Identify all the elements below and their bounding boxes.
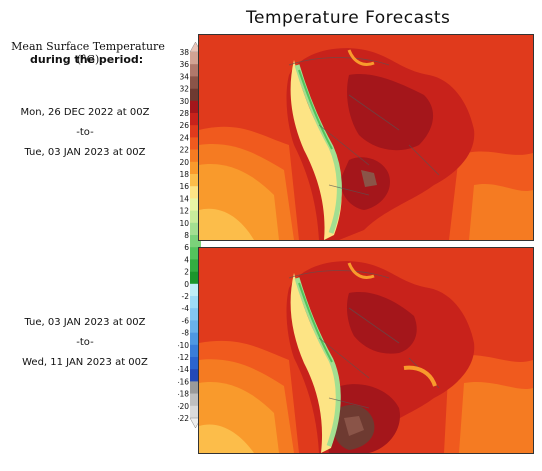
scale-tick-label: -2 [182, 292, 190, 301]
scale-tick-label: 28 [179, 109, 189, 118]
scale-tick-label: 0 [184, 280, 189, 289]
period-1-separator: -to- [76, 127, 94, 138]
scale-tick-label: -16 [178, 377, 189, 386]
scale-swatch [190, 100, 201, 114]
scale-tick-label: 20 [179, 158, 189, 167]
forecast-map-period-1 [198, 34, 534, 241]
scale-swatch [190, 174, 201, 187]
scale-tick-label: -10 [178, 341, 189, 350]
scale-tick-label: 24 [179, 133, 189, 142]
scale-swatch [190, 308, 201, 321]
scale-swatch [190, 405, 201, 419]
scale-swatch [190, 259, 201, 272]
scale-swatch [190, 198, 201, 211]
scale-tick-label: 8 [184, 231, 189, 240]
scale-swatch [190, 344, 201, 358]
legend-title: Mean Surface Temperature (°C) [11, 40, 165, 66]
scale-swatch [190, 222, 201, 236]
period-2-end: Wed, 11 JAN 2023 at 00Z [22, 357, 148, 368]
scale-swatch [190, 149, 201, 163]
scale-swatch [190, 357, 201, 370]
scale-tick-label: 26 [179, 121, 189, 130]
scale-tick-label: 22 [179, 146, 189, 155]
period-2-start: Tue, 03 JAN 2023 at 00Z [24, 317, 146, 328]
color-scale-legend: 38 36 34 32 30 28 26 24 22 20 18 16 14 12 10 8 6 4 2 0 -2 -4-… [177, 40, 202, 444]
page-title: Temperature Forecasts [246, 8, 451, 28]
scale-swatch [190, 161, 201, 175]
scale-swatch [190, 235, 201, 248]
scale-tick-label: 30 [179, 97, 189, 106]
scale-swatch [190, 137, 201, 150]
scale-tick-label: 6 [184, 243, 189, 252]
period-1-start: Mon, 26 DEC 2022 at 00Z [20, 107, 150, 118]
scale-swatch [190, 210, 201, 224]
scale-tick-label: 18 [179, 170, 189, 179]
scale-tick-label: -6 [182, 316, 190, 325]
scale-tick-label: 14 [179, 194, 189, 203]
scale-swatch [190, 125, 201, 138]
scale-tick-label: -22 [178, 414, 189, 423]
scale-tick-label: -4 [182, 304, 190, 313]
forecast-map-period-2 [198, 247, 534, 454]
scale-swatch [190, 393, 201, 407]
scale-tick-label: -14 [178, 365, 189, 374]
legend-subtitle: during the period: [30, 53, 144, 66]
scale-swatch [190, 271, 201, 285]
scale-swatch [190, 186, 201, 199]
scale-tick-label: 34 [179, 72, 189, 81]
scale-tick-label: 38 [179, 48, 189, 57]
scale-swatch [190, 369, 201, 382]
scale-tick-label: -8 [182, 329, 190, 338]
period-1-end: Tue, 03 JAN 2023 at 00Z [24, 147, 146, 158]
scale-swatch [190, 52, 201, 65]
scale-tick-label: -18 [178, 390, 189, 399]
scale-swatch [190, 381, 201, 394]
scale-swatch [190, 88, 201, 102]
period-2-separator: -to- [76, 337, 94, 348]
scale-tick-label: -12 [178, 353, 189, 362]
scale-swatch [190, 247, 201, 260]
scale-swatch [190, 283, 201, 297]
scale-swatch [190, 64, 201, 77]
scale-tick-label: 10 [179, 219, 189, 228]
scale-tick-label: 2 [184, 268, 189, 277]
scale-swatch [190, 296, 201, 309]
scale-swatch [190, 320, 201, 333]
scale-swatch [190, 332, 201, 346]
scale-tick-label: 36 [179, 60, 189, 69]
scale-tick-label: 4 [184, 255, 189, 264]
scale-swatch [190, 113, 201, 126]
scale-tick-label: 16 [179, 182, 189, 191]
scale-tick-label: -20 [178, 402, 189, 411]
scale-tick-label: 12 [179, 207, 189, 216]
scale-tick-label: 32 [179, 85, 189, 94]
scale-swatch [190, 76, 201, 89]
